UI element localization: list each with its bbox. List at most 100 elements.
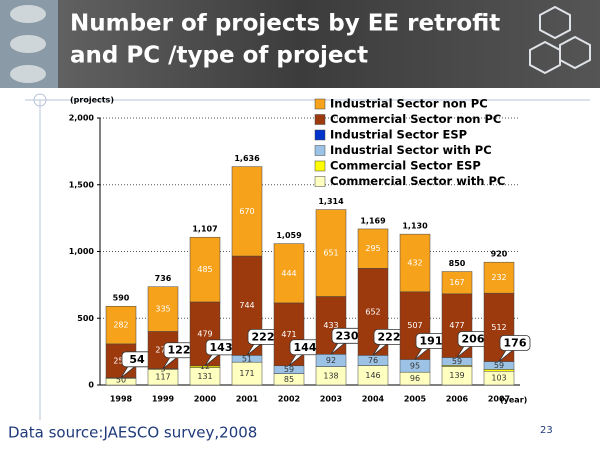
segment-label: 507 [407,321,422,330]
total-label: 590 [113,294,130,303]
segment-label: 92 [326,356,336,365]
hex-pattern [529,5,591,75]
bar-segment [231,166,263,257]
bar-segment [315,209,347,297]
total-label: 920 [491,250,508,259]
x-tick-label: 2001 [236,395,259,404]
callout-label: 176 [504,337,527,350]
segment-label: 479 [197,329,212,338]
callout-label: 230 [336,329,359,342]
bar-segment [441,271,473,295]
legend-label: Industrial Sector with PC [330,143,492,157]
segment-label: 512 [491,323,506,332]
segment-label: 471 [281,330,296,339]
legend-swatch [314,114,326,125]
callout-label: 143 [210,341,233,354]
x-tick-label: 2005 [404,395,427,404]
bar-segment [483,261,515,294]
total-label: 1,130 [402,222,428,231]
legend-swatch [314,160,326,172]
bird [10,5,46,23]
bar-segment [399,233,431,293]
total-label: 1,107 [192,225,217,234]
legend-swatch [314,176,326,187]
y-tick-label: 1,000 [69,247,95,256]
footer: Data source:JAESCO survey,2008 [8,424,257,442]
total-label: 1,314 [318,197,344,206]
segment-label: 95 [410,361,420,370]
callout-pointer [204,352,222,367]
callout-pointer [456,344,474,358]
callout-pointer [288,352,306,367]
x-tick-label: 2006 [446,395,469,404]
page-number: 23 [540,425,553,436]
segment-label: 138 [323,371,338,380]
segment-label: 433 [323,321,338,330]
segment-label: 652 [365,307,380,316]
bar-segment [357,228,389,269]
y-tick-label: 0 [88,381,94,390]
callout-pointer [498,348,516,362]
segment-label: 146 [365,371,380,380]
segment-label: 51 [242,354,252,363]
legend-label: Commercial Sector ESP [330,159,481,173]
segment-label: 651 [323,249,338,258]
x-tick-label: 2004 [362,395,385,404]
segment-label: 59 [452,357,462,366]
segment-label: 85 [284,375,294,384]
x-tick-label: 2003 [320,395,342,404]
callout-box [499,335,531,351]
legend-label: Industrial Sector ESP [330,128,467,142]
bar-segment [189,236,221,303]
segment-label: 279 [155,346,170,355]
total-label: 1,636 [234,154,260,163]
callout-label: 122 [168,344,191,357]
segment-label: 432 [407,258,422,267]
total-label: 736 [155,274,172,283]
callout-label: 222 [378,330,401,343]
legend-swatch [314,98,326,110]
y-tick-label: 2,000 [69,114,95,123]
segment-label: 96 [410,374,420,383]
segment-label: 131 [197,372,212,381]
callout-pointer [330,340,348,355]
callout-label: 222 [252,330,275,343]
x-tick-label: 1998 [110,395,133,404]
bar-segment [105,305,137,345]
legend-label: Commercial Sector with PC [330,174,505,188]
segment-label: 744 [239,301,254,310]
segment-label: 477 [449,321,464,330]
segment-label: 139 [449,371,464,380]
total-label: 850 [449,259,466,268]
legend-swatch [314,129,326,141]
bar-segment [273,243,305,304]
x-tick-label: 2000 [194,395,217,404]
segment-label: 485 [197,265,212,274]
legend-swatch [314,145,326,156]
segment-label: 171 [239,369,254,378]
callout-pointer [162,355,180,370]
segment-label: 282 [113,321,128,330]
segment-label: 232 [491,273,506,282]
callout-pointer [372,342,390,356]
x-tick-label: 2007 [488,395,510,404]
y-tick-label: 500 [77,314,94,323]
callout-label: 191 [420,335,443,348]
callout-pointer [246,342,264,356]
bar-segment [147,286,179,332]
bird [10,35,46,53]
segment-label: 295 [365,244,380,253]
segment-label: 335 [155,305,170,314]
title: Number of projects by EE retrofit [70,11,500,37]
segment-label: 670 [239,207,254,216]
callout-label: 54 [129,353,145,366]
segment-label: 103 [491,374,506,383]
title: and PC /type of project [70,43,368,69]
legend-label: Commercial Sector non PC [330,112,501,126]
segment-label: 76 [368,356,378,365]
callout-pointer [414,346,432,360]
callout-pointer [120,364,138,379]
segment-label: 5 [160,365,165,374]
